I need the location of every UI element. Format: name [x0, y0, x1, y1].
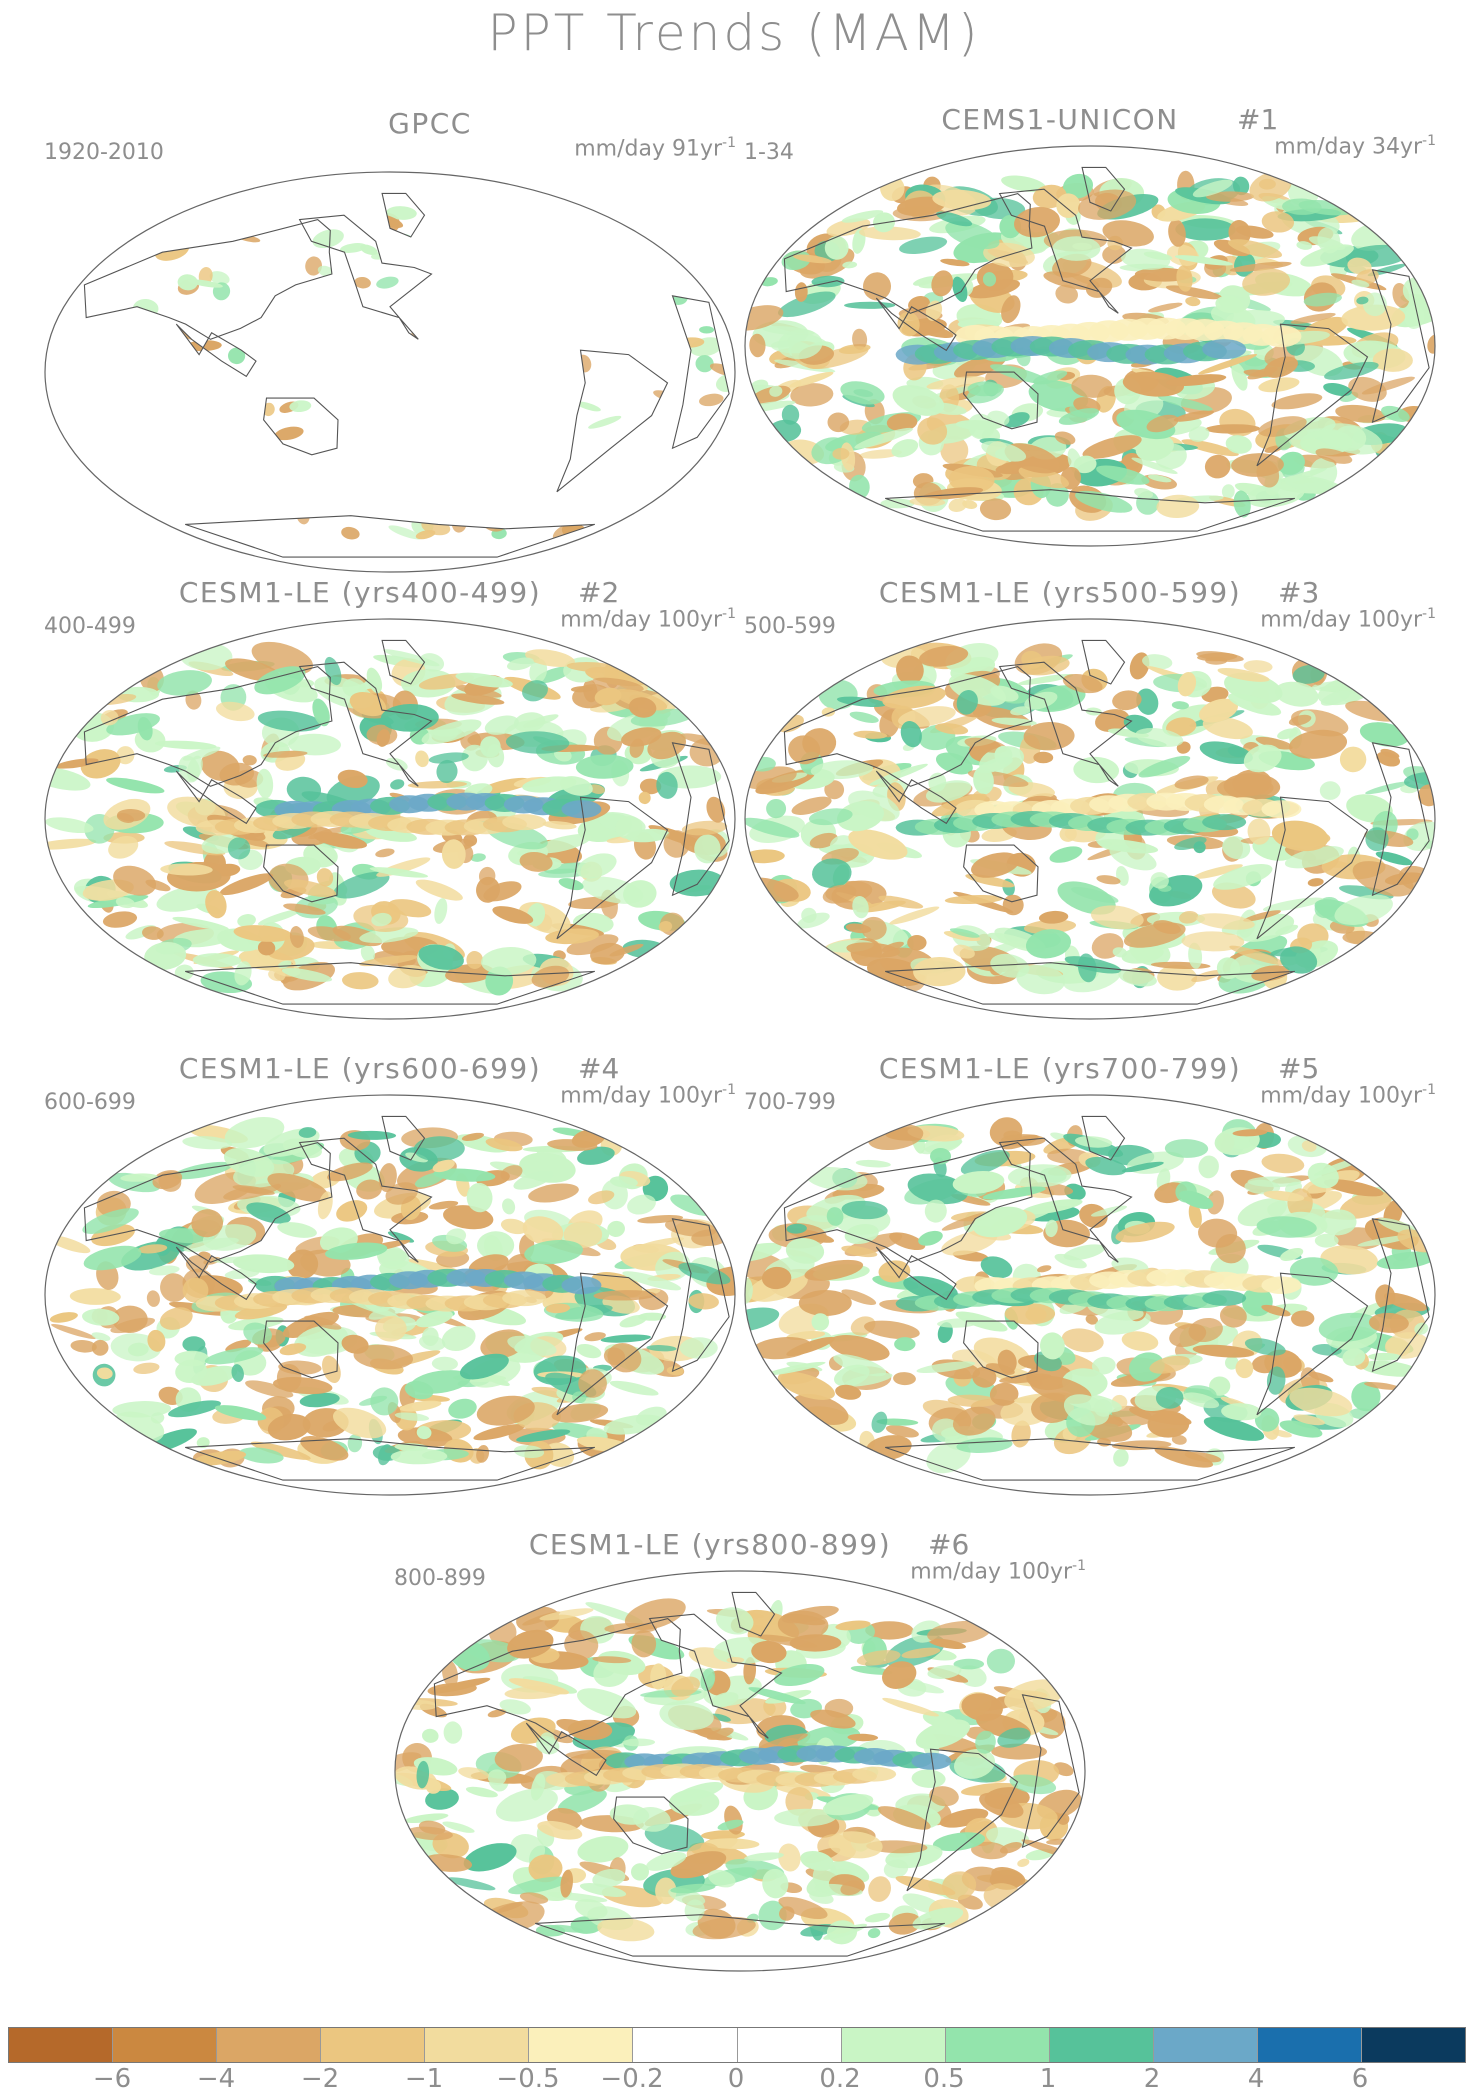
panel-units: mm/day 100yr-1 — [560, 606, 736, 633]
panel-number: #4 — [578, 1052, 620, 1085]
panel-number: #1 — [1237, 103, 1279, 136]
colorbar-swatch — [321, 2028, 426, 2062]
panel-number: #6 — [928, 1528, 970, 1561]
panel-title: CEMS1-UNICON — [941, 103, 1179, 136]
colorbar-swatch — [9, 2028, 114, 2062]
colorbar-tick-label: 6 — [1351, 2064, 1369, 2094]
colorbar-swatch — [737, 2028, 842, 2062]
colorbar-swatch — [841, 2028, 946, 2062]
world-map — [44, 618, 736, 1020]
panel-period: 600-699 — [44, 1090, 136, 1115]
world-map — [744, 1094, 1436, 1496]
panel-title: CESM1-LE (yrs700-799) — [878, 1052, 1242, 1085]
colorbar-tick-label: −1 — [404, 2064, 444, 2094]
map-panel-cesm1-le-600: CESM1-LE (yrs600-699) #4 600-699 mm/day … — [40, 1052, 740, 1522]
map-panel-cesm1-le-400: CESM1-LE (yrs400-499) #2 400-499 mm/day … — [40, 576, 740, 1046]
panel-units: mm/day 100yr-1 — [910, 1558, 1086, 1585]
colorbar-swatch — [113, 2028, 218, 2062]
colorbar-tick-label: −6 — [92, 2064, 132, 2094]
colorbar-swatch — [945, 2028, 1050, 2062]
colorbar-swatch — [1153, 2028, 1258, 2062]
colorbar-swatch — [633, 2028, 738, 2062]
panel-units: mm/day 34yr-1 — [1274, 133, 1436, 160]
map-panel-cesm1-le-500: CESM1-LE (yrs500-599) #3 500-599 mm/day … — [740, 576, 1440, 1046]
panel-title: CESM1-LE (yrs800-899) — [528, 1528, 892, 1561]
map-panel-cems1-unicon: CEMS1-UNICON #1 1-34 mm/day 34yr-1 — [740, 103, 1440, 573]
colorbar-swatch — [1257, 2028, 1363, 2062]
colorbar-tick-label: 2 — [1143, 2064, 1161, 2094]
panel-period: 1920-2010 — [44, 140, 164, 165]
panel-units: mm/day 100yr-1 — [560, 1082, 736, 1109]
panel-period: 700-799 — [744, 1090, 836, 1115]
panel-units: mm/day 91yr-1 — [574, 135, 736, 162]
world-map — [744, 618, 1436, 1020]
colorbar-tick-label: 4 — [1247, 2064, 1265, 2094]
colorbar-tick-label: 0 — [727, 2064, 745, 2094]
colorbar-tick-label: −4 — [196, 2064, 236, 2094]
colorbar — [8, 2027, 1466, 2063]
colorbar-swatch — [425, 2028, 530, 2062]
panel-period: 1-34 — [744, 140, 794, 165]
colorbar-swatch — [529, 2028, 634, 2062]
colorbar-tick-label: 1 — [1039, 2064, 1057, 2094]
panel-period: 500-599 — [744, 614, 836, 639]
panel-units: mm/day 100yr-1 — [1260, 1082, 1436, 1109]
panel-title: GPCC — [388, 107, 472, 140]
colorbar-swatch — [1049, 2028, 1154, 2062]
panel-period: 800-899 — [394, 1566, 486, 1591]
colorbar-tick-label: 0.2 — [819, 2064, 861, 2094]
map-panel-cesm1-le-700: CESM1-LE (yrs700-799) #5 700-799 mm/day … — [740, 1052, 1440, 1522]
colorbar-swatch — [1362, 2028, 1466, 2062]
panel-title: CESM1-LE (yrs600-699) — [178, 1052, 542, 1085]
colorbar-tick-label: −2 — [300, 2064, 340, 2094]
panel-number: #2 — [578, 576, 620, 609]
colorbar-tick-label: −0.5 — [496, 2064, 560, 2094]
world-map — [44, 1094, 736, 1496]
world-map — [744, 145, 1436, 547]
figure-title: PPT Trends (MAM) — [487, 4, 981, 62]
panel-title: CESM1-LE (yrs400-499) — [178, 576, 542, 609]
colorbar-tick-label: 0.5 — [923, 2064, 965, 2094]
panel-title: CESM1-LE (yrs500-599) — [878, 576, 1242, 609]
map-panel-cesm1-le-800: CESM1-LE (yrs800-899) #6 800-899 mm/day … — [390, 1528, 1090, 1998]
map-panel-gpcc: GPCC 1920-2010 mm/day 91yr-1 — [40, 107, 740, 577]
panel-number: #5 — [1278, 1052, 1320, 1085]
panel-units: mm/day 100yr-1 — [1260, 606, 1436, 633]
world-map — [394, 1570, 1086, 1972]
panel-number: #3 — [1278, 576, 1320, 609]
panel-period: 400-499 — [44, 614, 136, 639]
colorbar-swatch — [217, 2028, 322, 2062]
world-map — [44, 171, 736, 573]
colorbar-tick-label: −0.2 — [600, 2064, 664, 2094]
